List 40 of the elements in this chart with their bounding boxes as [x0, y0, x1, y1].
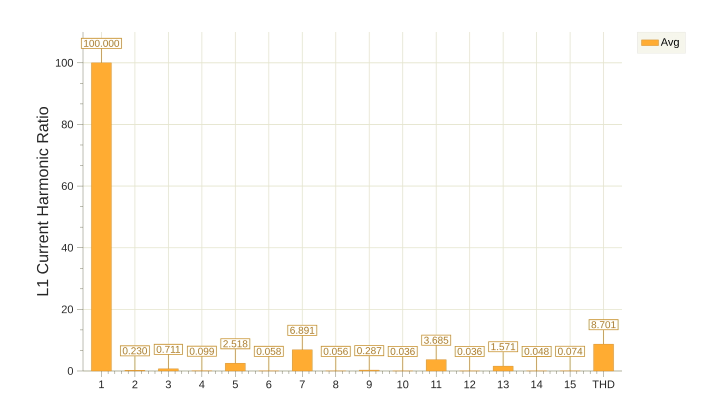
data-label: 0.036	[458, 348, 482, 355]
data-label: 0.099	[190, 348, 214, 355]
y-tick-label: 60	[62, 182, 74, 190]
data-label: 0.074	[558, 348, 582, 355]
x-tick-label: 3	[166, 380, 171, 388]
x-tick-label: 13	[498, 380, 509, 388]
data-label: 6.891	[290, 326, 314, 334]
y-tick-label: 80	[62, 120, 74, 128]
x-tick-label: 12	[464, 380, 476, 388]
x-tick-label: 11	[431, 380, 442, 388]
data-label: 3.685	[424, 336, 448, 344]
legend-label: Avg	[660, 38, 679, 48]
x-tick-label: 7	[300, 380, 305, 388]
data-label: 2.518	[223, 340, 248, 348]
data-label: 0.230	[122, 347, 148, 354]
x-tick-label: 6	[266, 380, 272, 388]
data-label: 0.036	[390, 348, 415, 355]
data-label: 1.571	[491, 343, 516, 350]
y-axis-title: L1 Current Harmonic Ratio	[36, 107, 48, 296]
y-tick-label: 40	[61, 244, 74, 252]
data-label: 8.701	[592, 321, 616, 328]
x-tick-label: 9	[366, 380, 372, 388]
y-tick-label: 100	[56, 58, 74, 67]
x-tick-label: 5	[232, 380, 238, 388]
x-tick-label: 1	[99, 380, 104, 388]
x-tick-label: 14	[531, 380, 542, 388]
x-tick-label: 2	[132, 380, 138, 388]
data-label: 0.711	[156, 346, 180, 353]
x-tick-label: THD	[592, 380, 614, 388]
x-tick-label: 4	[199, 380, 205, 388]
data-label: 0.048	[524, 348, 549, 355]
data-label: 0.287	[357, 347, 382, 354]
x-tick-label: 10	[397, 380, 408, 388]
x-tick-label: 15	[564, 380, 576, 388]
x-tick-label: 8	[333, 380, 338, 388]
data-label: 0.058	[256, 348, 281, 355]
y-tick-label: 20	[62, 305, 74, 314]
data-label: 0.056	[324, 348, 348, 355]
y-tick-label: 0	[68, 367, 74, 375]
data-label: 100.000	[84, 40, 120, 47]
